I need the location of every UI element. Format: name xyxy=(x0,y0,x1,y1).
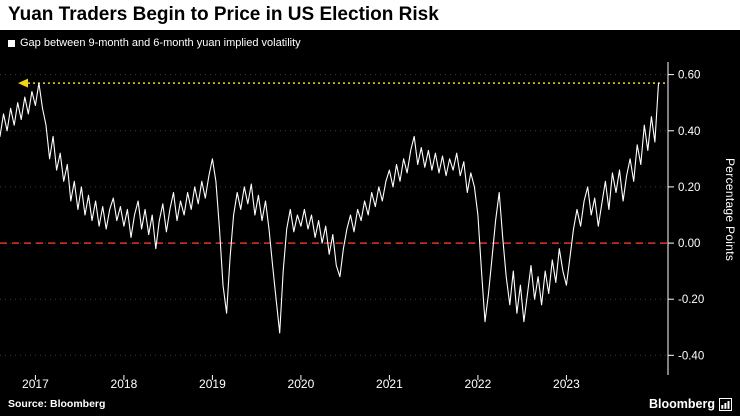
y-tick-label: 0.60 xyxy=(678,70,700,82)
y-tick-label: -0.20 xyxy=(678,294,704,306)
bloomberg-logo: Bloomberg xyxy=(649,397,732,411)
y-tick-label: 0.40 xyxy=(678,126,700,138)
x-tick-label: 2017 xyxy=(22,377,49,391)
legend-swatch-icon xyxy=(8,39,15,47)
y-tick-label: 0.00 xyxy=(678,238,700,250)
bloomberg-logo-text: Bloomberg xyxy=(649,397,715,411)
series-line xyxy=(0,82,660,334)
bloomberg-logo-bars-icon xyxy=(719,397,732,411)
legend-label: Gap between 9-month and 6-month yuan imp… xyxy=(20,37,301,49)
y-tick-label: -0.40 xyxy=(678,350,704,362)
x-tick-label: 2018 xyxy=(111,377,138,391)
threshold-arrow-icon xyxy=(18,78,28,88)
x-tick-label: 2019 xyxy=(199,377,226,391)
x-tick-label: 2023 xyxy=(553,377,580,391)
x-tick-label: 2021 xyxy=(376,377,403,391)
y-tick-label: 0.20 xyxy=(678,182,700,194)
volatility-gap-chart: 0.60 0.40 0.20 0.00 -0.20 -0.40 2017 2018 2019 20… xyxy=(0,62,704,391)
legend: Gap between 9-month and 6-month yuan imp… xyxy=(8,37,301,49)
y-axis-title: Percentage Points xyxy=(723,158,737,262)
source-label: Source: Bloomberg xyxy=(8,398,106,410)
chart-title: Yuan Traders Begin to Price in US Electi… xyxy=(8,4,439,25)
title-bar: Yuan Traders Begin to Price in US Electi… xyxy=(0,0,740,30)
x-tick-label: 2020 xyxy=(288,377,315,391)
x-tick-label: 2022 xyxy=(465,377,492,391)
